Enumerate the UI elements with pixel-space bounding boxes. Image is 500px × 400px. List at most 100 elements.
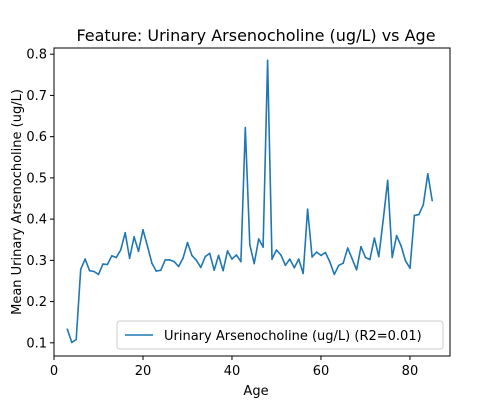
data-point — [369, 258, 371, 261]
data-point — [302, 272, 305, 275]
data-point — [213, 269, 215, 272]
x-tick-label: 80 — [402, 364, 419, 379]
data-point — [128, 257, 131, 260]
data-point — [217, 254, 220, 257]
legend: Urinary Arsenocholine (ug/L) (R2=0.01) — [116, 320, 444, 350]
data-point — [71, 341, 73, 344]
data-point — [275, 249, 278, 251]
data-point — [404, 260, 407, 262]
data-point — [338, 264, 340, 267]
data-point — [79, 268, 82, 271]
plot-area-frame — [53, 47, 451, 357]
data-point — [360, 245, 362, 248]
data-point — [182, 257, 184, 260]
y-tick-label: 0.1 — [26, 336, 47, 351]
data-point — [293, 267, 296, 269]
data-point — [93, 270, 95, 273]
data-point — [324, 251, 327, 254]
y-tick-label: 0.7 — [26, 89, 47, 104]
data-point — [333, 273, 336, 276]
data-point — [400, 245, 402, 247]
data-point — [395, 234, 398, 237]
data-point — [311, 256, 313, 258]
data-point — [364, 256, 367, 259]
data-point — [124, 231, 126, 234]
data-point — [289, 258, 291, 260]
data-point — [391, 256, 394, 259]
y-axis: 0.1 0.2 0.3 0.4 0.5 0.6 0.7 0.8 — [26, 48, 54, 351]
data-point — [142, 229, 144, 231]
data-point — [191, 254, 193, 257]
data-point — [355, 269, 358, 271]
data-point — [346, 247, 349, 249]
data-point — [119, 249, 122, 251]
x-tick-label: 0 — [50, 364, 58, 379]
data-point — [329, 261, 331, 263]
data-point — [151, 262, 153, 265]
data-point — [386, 179, 389, 182]
legend-box — [116, 320, 444, 350]
series-layer — [66, 59, 434, 344]
data-point — [160, 269, 162, 272]
y-tick-label: 0.5 — [26, 171, 47, 186]
data-point — [133, 236, 135, 238]
data-point — [173, 260, 175, 263]
x-axis: 0 20 40 60 80 — [50, 356, 418, 379]
data-point — [84, 258, 86, 260]
data-point — [168, 259, 171, 261]
data-point — [200, 266, 202, 269]
data-point — [306, 208, 309, 210]
y-tick-label: 0.4 — [26, 213, 47, 228]
x-tick-label: 60 — [313, 364, 330, 379]
data-point — [284, 264, 287, 267]
data-point — [102, 263, 104, 265]
data-point — [244, 126, 247, 129]
data-point — [164, 259, 166, 261]
data-point — [146, 245, 149, 247]
data-point — [297, 258, 300, 260]
data-point — [422, 203, 425, 206]
data-point — [106, 263, 109, 266]
data-point — [431, 199, 434, 202]
data-point — [320, 254, 322, 257]
chart-title: Feature: Urinary Arsenocholine (ug/L) vs… — [76, 26, 435, 45]
data-point — [75, 338, 77, 341]
x-tick-label: 40 — [224, 364, 241, 379]
data-point — [88, 269, 91, 272]
y-tick-label: 0.2 — [26, 295, 47, 310]
data-point — [111, 255, 113, 257]
y-tick-label: 0.3 — [26, 254, 47, 269]
x-tick-label: 20 — [135, 364, 152, 379]
data-point — [155, 270, 158, 272]
data-point — [115, 256, 118, 259]
data-point — [137, 250, 140, 253]
data-point — [418, 213, 420, 216]
data-point — [342, 262, 345, 265]
data-point — [240, 260, 242, 263]
data-point — [262, 246, 264, 248]
y-tick-label: 0.8 — [26, 48, 47, 63]
data-point — [271, 258, 273, 260]
data-point — [266, 59, 269, 62]
data-point — [409, 267, 411, 270]
data-point — [427, 173, 429, 175]
series-line — [66, 59, 433, 344]
data-point — [373, 237, 376, 239]
data-point — [253, 262, 255, 265]
y-axis-title: Mean Urinary Arsenocholine (ug/L) — [10, 89, 25, 315]
legend-label: Urinary Arsenocholine (ug/L) (R2=0.01) — [164, 329, 422, 344]
data-point — [97, 273, 100, 276]
data-point — [177, 265, 180, 268]
data-point — [231, 258, 233, 260]
data-point — [195, 259, 198, 262]
data-point — [257, 238, 260, 240]
data-point — [249, 243, 251, 246]
data-point — [315, 251, 318, 253]
data-point — [226, 250, 229, 252]
data-point — [413, 214, 416, 217]
data-point — [222, 269, 224, 272]
data-point — [280, 254, 282, 256]
data-point — [378, 255, 380, 258]
x-axis-title: Age — [243, 384, 268, 399]
